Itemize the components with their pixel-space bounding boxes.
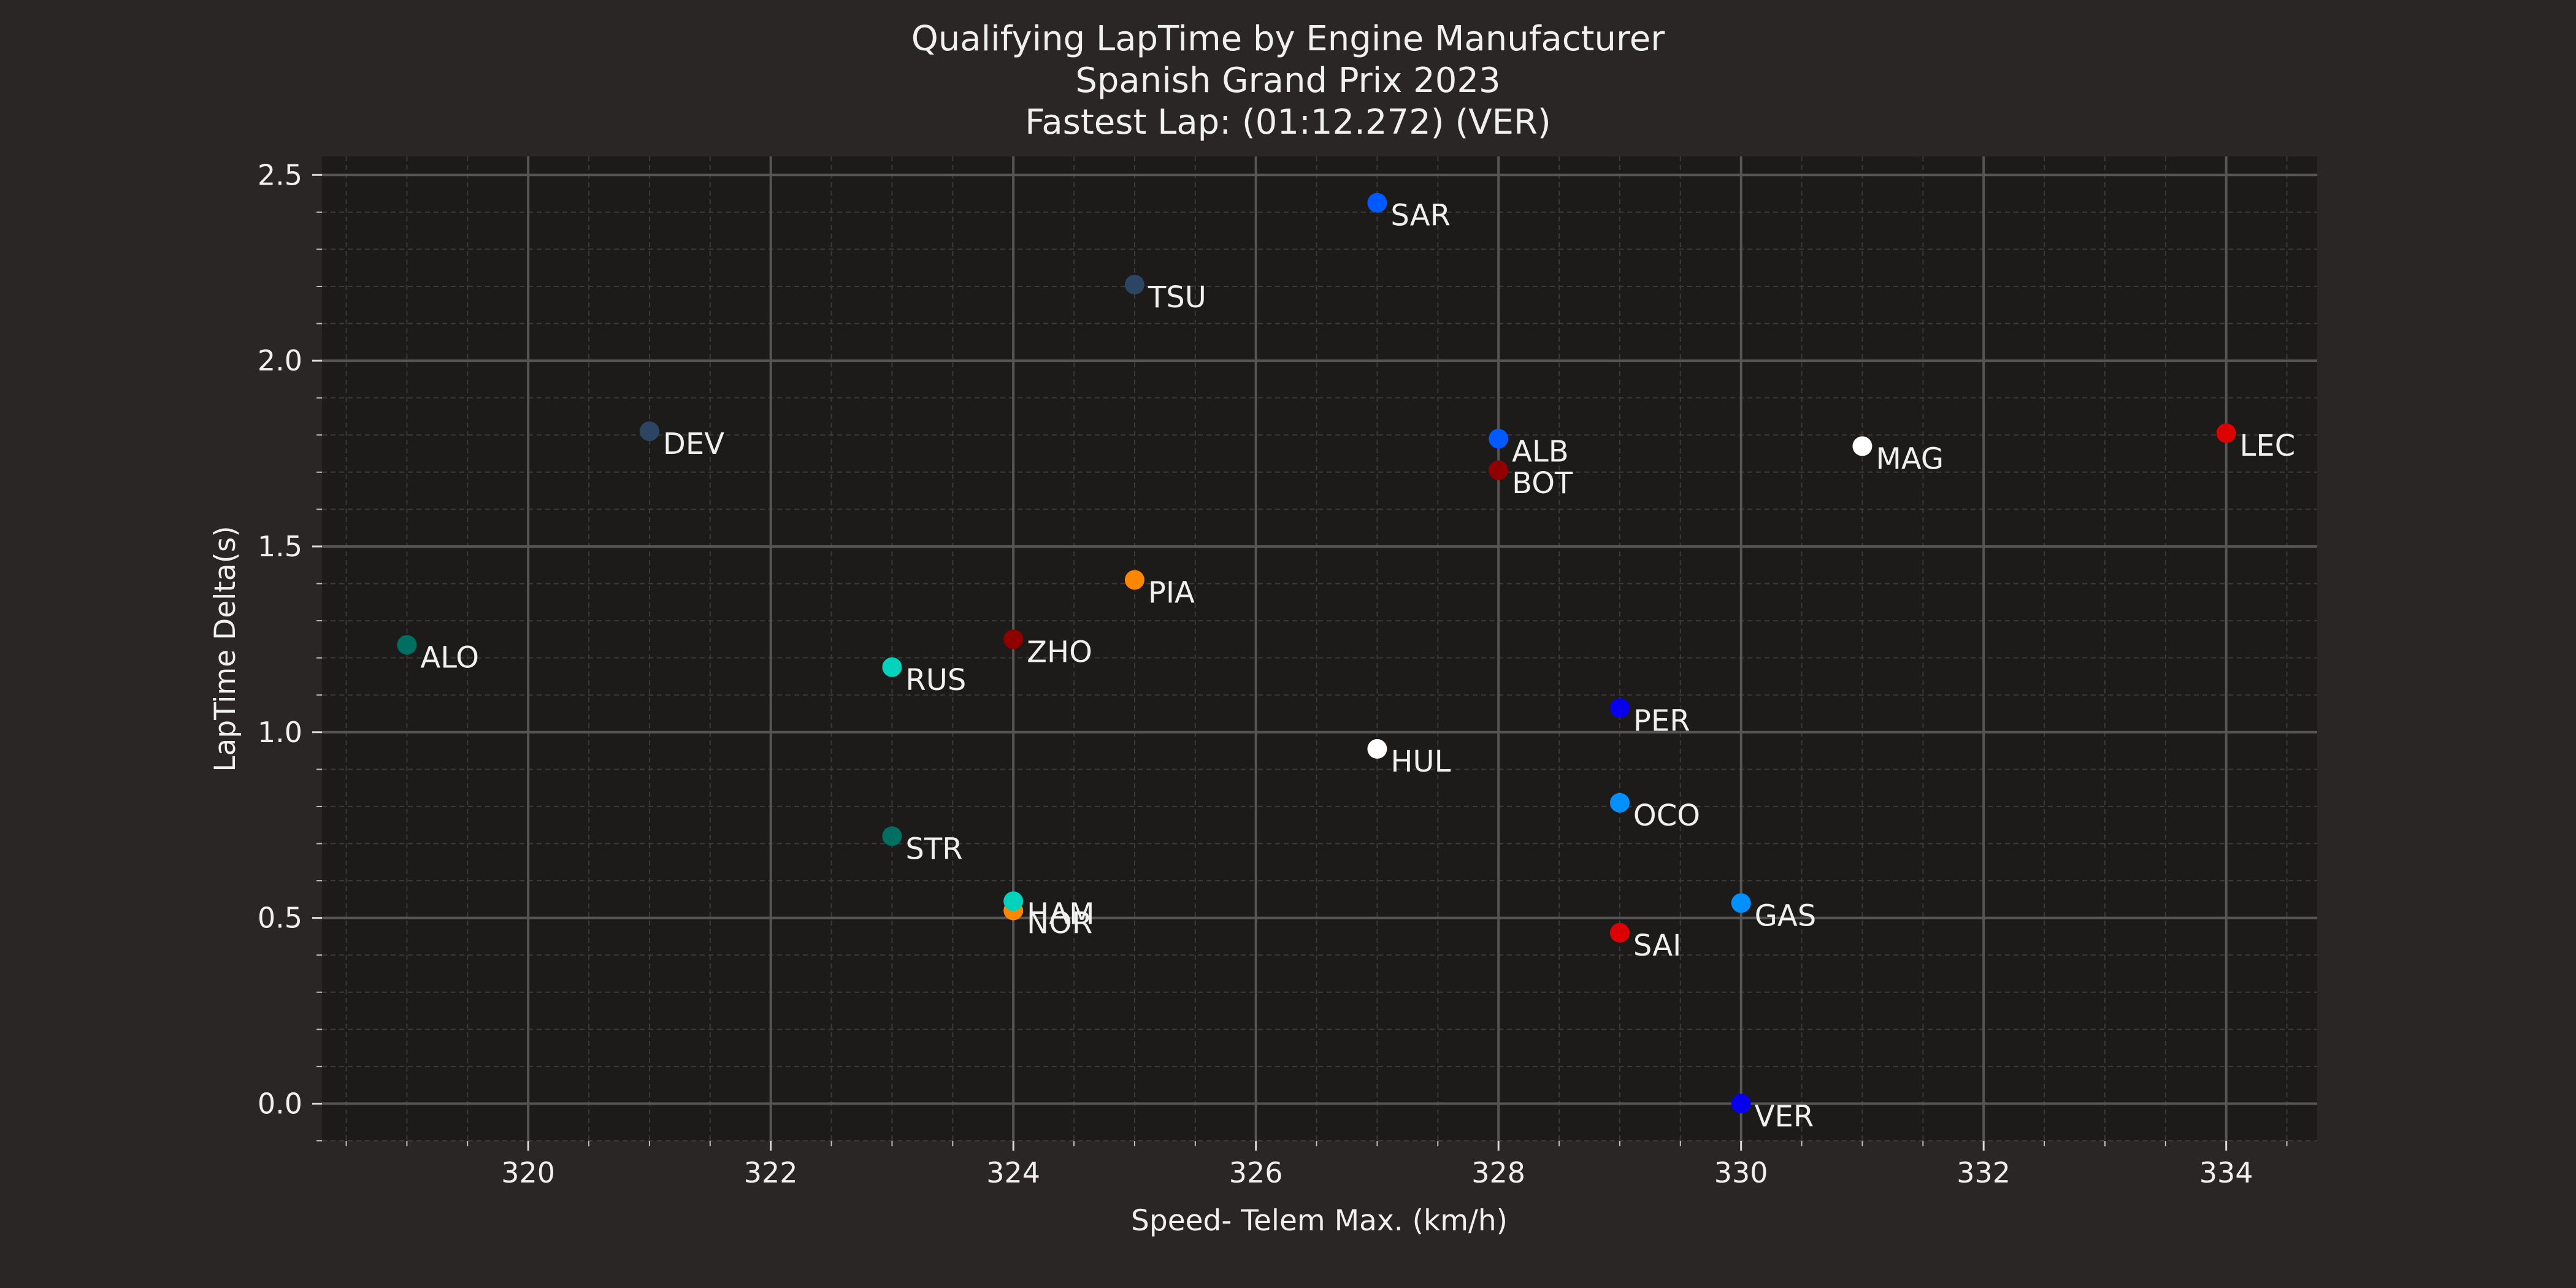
x-tick-label: 324 [986,1156,1040,1189]
chart-title-line-3: Fastest Lap: (01:12.272) (VER) [1025,102,1551,142]
point-label-dev: DEV [663,427,724,461]
y-tick-label: 2.5 [258,158,302,191]
point-label-str: STR [905,832,962,866]
y-tick-label: 2.0 [258,344,302,377]
y-tick-label: 1.5 [258,530,302,563]
x-tick-label: 330 [1714,1156,1768,1189]
data-point-lec [2216,423,2236,443]
data-points [397,193,2236,1114]
x-tick-label: 320 [501,1156,555,1189]
point-label-per: PER [1633,703,1690,738]
point-label-oco: OCO [1633,799,1700,833]
x-tick-label: 334 [2199,1156,2253,1189]
data-point-mag [1852,436,1873,456]
point-label-gas: GAS [1755,899,1817,933]
data-point-sar [1367,193,1387,213]
point-label-ver: VER [1755,1099,1814,1133]
data-point-pia [1124,570,1144,590]
y-tick-label: 0.0 [258,1087,302,1120]
point-label-bot: BOT [1512,466,1573,500]
point-label-rus: RUS [905,663,966,697]
point-label-sai: SAI [1633,929,1681,963]
point-label-alb: ALB [1512,434,1569,469]
major-grid [322,156,2317,1141]
y-axis-label: LapTime Delta(s) [209,526,242,772]
x-tick-label: 322 [744,1156,798,1189]
point-label-alo: ALO [420,640,479,675]
chart-title-line-2: Spanish Grand Prix 2023 [1075,61,1500,101]
data-point-alo [397,635,417,655]
x-axis-label: Speed- Telem Max. (km/h) [1131,1204,1508,1238]
x-tick-label: 328 [1471,1156,1525,1189]
point-label-zho: ZHO [1027,635,1092,669]
point-label-lec: LEC [2240,429,2296,463]
point-label-ham: HAM [1027,897,1094,931]
data-point-per [1609,698,1630,718]
y-tick-labels: 0.0 0.5 1.0 1.5 2.0 2.5 [258,158,302,1120]
data-point-str [882,826,902,846]
y-tick-label: 1.0 [258,716,302,749]
point-label-mag: MAG [1876,442,1944,476]
data-point-bot [1489,460,1509,480]
data-point-hul [1367,739,1387,759]
x-tick-label: 332 [1957,1156,2011,1189]
data-point-gas [1731,893,1751,913]
x-tick-labels: 320 322 324 326 328 330 332 334 [501,1156,2253,1189]
y-tick-label: 0.5 [258,902,302,935]
data-point-ver [1731,1094,1751,1114]
plot-area [322,156,2317,1141]
chart-title: Qualifying LapTime by Engine Manufacture… [911,19,1666,142]
data-point-labels: VER SAI NOR GAS HAM STR OCO HUL PER RUS ALO ZHO PIA B… [420,199,2295,1134]
chart-title-line-1: Qualifying LapTime by Engine Manufacture… [911,19,1666,59]
point-label-sar: SAR [1390,199,1451,233]
data-point-dev [639,421,659,442]
axis-ticks [312,174,2288,1151]
point-label-pia: PIA [1148,575,1195,610]
data-point-zho [1003,629,1024,650]
data-point-alb [1489,429,1509,449]
data-point-tsu [1124,274,1144,294]
point-label-hul: HUL [1390,745,1451,779]
data-point-rus [882,657,902,677]
data-point-oco [1609,792,1630,813]
data-point-sai [1609,922,1630,943]
point-label-nor: NOR [1027,906,1092,940]
point-label-tsu: TSU [1148,280,1206,315]
x-tick-label: 326 [1229,1156,1283,1189]
data-point-ham [1003,891,1024,911]
